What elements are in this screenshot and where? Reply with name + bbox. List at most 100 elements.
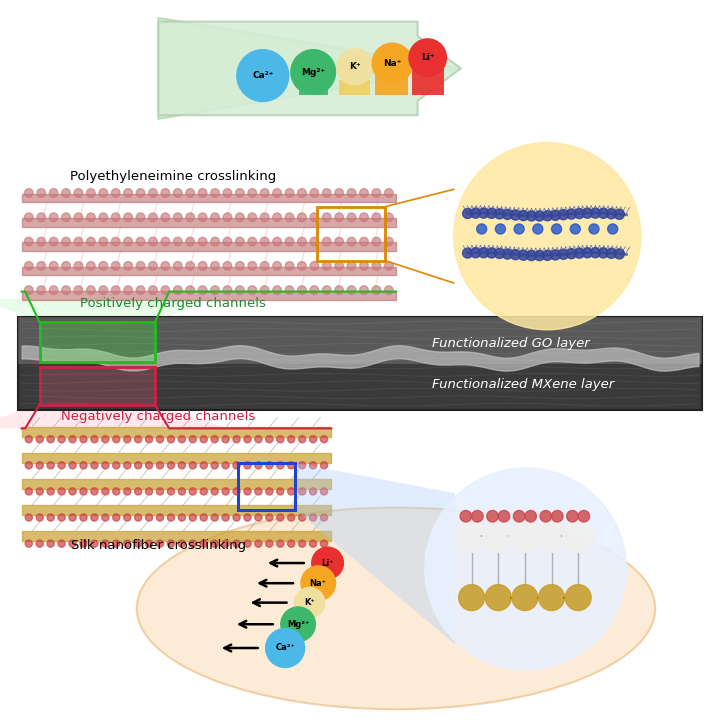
Circle shape [301, 566, 336, 600]
Circle shape [148, 238, 157, 246]
Circle shape [471, 208, 481, 218]
Circle shape [136, 189, 145, 197]
Circle shape [80, 462, 87, 469]
Circle shape [86, 286, 95, 294]
Text: K⁺: K⁺ [349, 63, 361, 71]
Circle shape [294, 588, 325, 618]
Polygon shape [0, 405, 227, 428]
Circle shape [174, 238, 182, 246]
Circle shape [36, 514, 43, 521]
Circle shape [261, 213, 269, 222]
Circle shape [281, 607, 315, 642]
Circle shape [590, 248, 600, 258]
Circle shape [575, 248, 585, 258]
Circle shape [74, 286, 83, 294]
Circle shape [102, 436, 109, 443]
Circle shape [167, 540, 174, 547]
Circle shape [310, 436, 317, 443]
Circle shape [58, 540, 66, 547]
Circle shape [335, 189, 343, 197]
Circle shape [335, 238, 343, 246]
Circle shape [189, 436, 197, 443]
Circle shape [161, 286, 170, 294]
Circle shape [223, 286, 232, 294]
Circle shape [161, 189, 170, 197]
Circle shape [37, 261, 45, 270]
Text: Li⁺: Li⁺ [321, 559, 334, 567]
Circle shape [69, 436, 76, 443]
Circle shape [124, 261, 132, 270]
Circle shape [235, 238, 244, 246]
Circle shape [36, 462, 43, 469]
Circle shape [233, 514, 240, 521]
Circle shape [223, 238, 232, 246]
Circle shape [222, 462, 229, 469]
Bar [251, 90, 277, 95]
Circle shape [472, 510, 483, 522]
Text: Na⁺: Na⁺ [383, 59, 402, 68]
Circle shape [570, 224, 580, 234]
Circle shape [287, 540, 294, 547]
Circle shape [69, 462, 76, 469]
Circle shape [211, 189, 220, 197]
Circle shape [578, 510, 590, 522]
Circle shape [102, 514, 109, 521]
Circle shape [91, 514, 98, 521]
Polygon shape [158, 18, 461, 119]
Circle shape [276, 540, 284, 547]
Circle shape [174, 189, 182, 197]
Circle shape [102, 540, 109, 547]
Text: Positively charged channels: Positively charged channels [80, 297, 266, 310]
Text: Negatively charged channels: Negatively charged channels [61, 410, 256, 423]
Circle shape [69, 488, 76, 495]
Circle shape [58, 462, 66, 469]
Circle shape [24, 286, 33, 294]
Circle shape [575, 209, 585, 219]
Circle shape [235, 261, 244, 270]
Circle shape [372, 261, 381, 270]
Circle shape [198, 238, 207, 246]
Circle shape [47, 462, 54, 469]
Circle shape [25, 488, 32, 495]
Circle shape [482, 521, 514, 552]
Circle shape [136, 238, 145, 246]
Circle shape [323, 286, 331, 294]
Circle shape [186, 286, 194, 294]
Circle shape [273, 213, 282, 222]
Circle shape [198, 286, 207, 294]
Circle shape [244, 514, 251, 521]
Circle shape [589, 224, 599, 234]
Circle shape [299, 488, 306, 495]
Circle shape [189, 462, 197, 469]
Circle shape [297, 261, 306, 270]
Circle shape [360, 286, 369, 294]
Circle shape [24, 261, 33, 270]
Circle shape [124, 238, 132, 246]
Circle shape [509, 521, 541, 552]
Circle shape [198, 213, 207, 222]
Bar [375, 73, 408, 95]
Circle shape [614, 210, 624, 220]
Circle shape [335, 261, 343, 270]
Circle shape [161, 261, 170, 270]
Circle shape [112, 286, 120, 294]
Circle shape [161, 213, 170, 222]
Circle shape [136, 261, 145, 270]
Circle shape [186, 238, 194, 246]
Circle shape [310, 286, 319, 294]
Circle shape [91, 436, 98, 443]
Circle shape [285, 238, 294, 246]
Circle shape [135, 436, 142, 443]
Circle shape [148, 261, 157, 270]
Circle shape [62, 261, 71, 270]
Circle shape [323, 189, 331, 197]
Circle shape [384, 213, 393, 222]
Circle shape [124, 189, 132, 197]
Circle shape [25, 436, 32, 443]
Circle shape [69, 514, 76, 521]
Circle shape [49, 286, 58, 294]
Circle shape [425, 468, 626, 670]
Circle shape [36, 488, 43, 495]
Circle shape [156, 514, 163, 521]
Circle shape [540, 510, 552, 522]
